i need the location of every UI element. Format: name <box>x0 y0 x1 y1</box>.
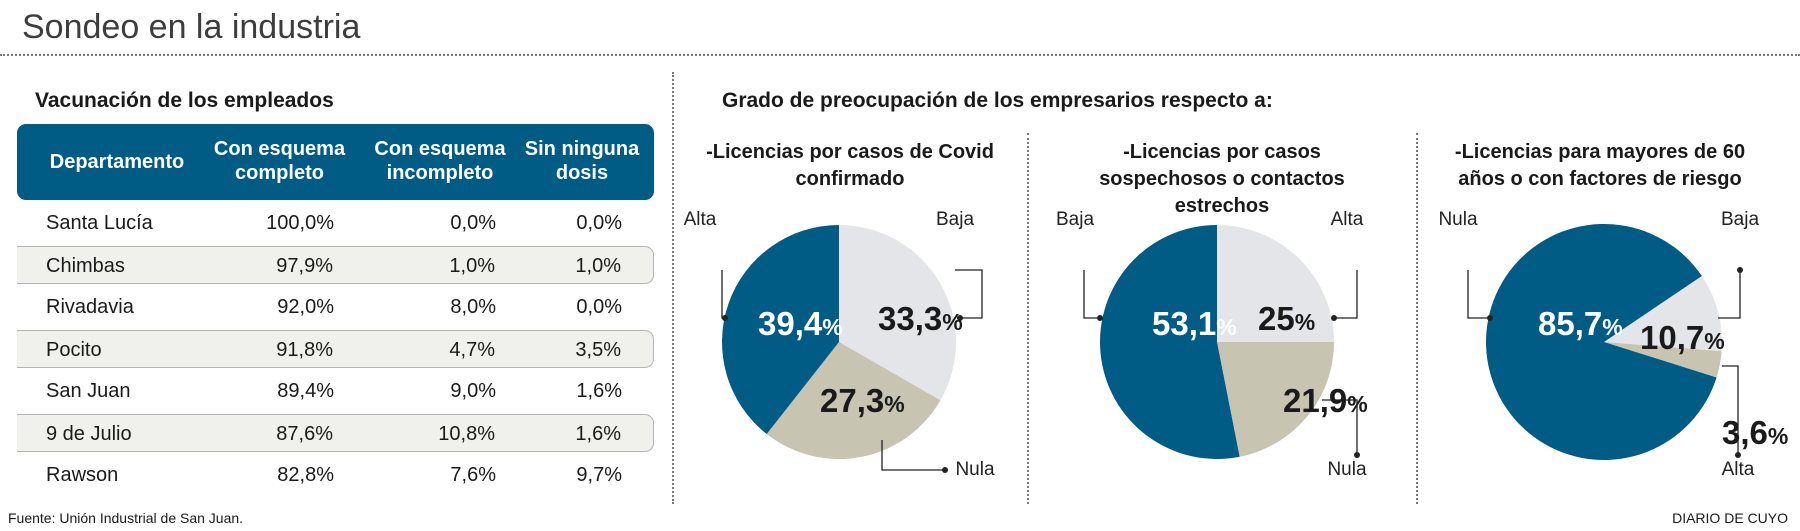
pie-slice-baja <box>1100 225 1240 459</box>
table-cell: 1,0% <box>575 255 621 277</box>
slice-value: 85,7% <box>1538 305 1623 342</box>
table-cell: 7,6% <box>450 464 496 486</box>
leader-line <box>721 270 725 319</box>
slice-value: 27,3% <box>820 382 905 419</box>
leader-line <box>881 440 945 471</box>
leader-dot <box>1354 452 1360 458</box>
leader-line <box>1467 270 1490 319</box>
table-cell: 91,8% <box>276 339 333 361</box>
leader-dot <box>1331 315 1337 321</box>
pie-slice-baja <box>1604 276 1722 352</box>
leader-line <box>1334 270 1358 319</box>
table-header: Departamento Con esquema completo Con es… <box>17 124 654 200</box>
leader-dot <box>722 315 728 321</box>
table-row: Chimbas 97,9% 1,0% 1,0% <box>17 246 654 284</box>
pie-title: -Licencias por casos de Covid confirmado <box>706 141 994 190</box>
leader-dot <box>1097 315 1103 321</box>
table-row: Pocito 91,8% 4,7% 3,5% <box>17 330 654 368</box>
slice-value: 39,4% <box>758 305 843 342</box>
table-cell: 8,0% <box>450 296 496 318</box>
pie-slice-baja <box>839 225 956 401</box>
table-cell: San Juan <box>46 380 131 402</box>
table-cell: 1,6% <box>575 423 621 445</box>
table-cell: 89,4% <box>277 380 334 402</box>
slice-value: 33,3% <box>878 300 963 337</box>
table-row: Rivadavia 92,0% 8,0% 0,0% <box>17 288 654 326</box>
leader-line <box>1722 365 1739 455</box>
table-cell: 4,7% <box>449 339 495 361</box>
table-cell: 1,6% <box>576 380 622 402</box>
table-row: 9 de Julio 87,6% 10,8% 1,6% <box>17 414 654 452</box>
slice-label: Baja <box>1721 209 1759 230</box>
table-cell: 0,0% <box>576 296 622 318</box>
table-cell: 0,0% <box>450 212 496 234</box>
divider <box>0 54 1800 56</box>
table-cell: 87,6% <box>276 423 333 445</box>
table-cell: 9,7% <box>576 464 622 486</box>
slice-label: Nula <box>955 459 995 480</box>
table-cell: 9 de Julio <box>46 423 132 445</box>
table-cell: Santa Lucía <box>46 212 153 234</box>
pie-slice-alta <box>1604 342 1722 378</box>
pies-title: Grado de preocupación de los empresarios… <box>722 89 1273 112</box>
page-title: Sondeo en la industria <box>22 8 361 46</box>
pie-title: -Licencias por casos sospechosos o conta… <box>1099 141 1345 217</box>
source: Fuente: Unión Industrial de San Juan. <box>8 510 244 526</box>
slice-value: 53,1% <box>1152 305 1237 342</box>
slice-value: 3,6% <box>1722 414 1788 451</box>
leader-dot <box>1735 452 1741 458</box>
pie-slice-nula <box>766 342 941 459</box>
slice-label: Alta <box>684 209 717 230</box>
col-header: Departamento <box>49 151 185 173</box>
table-cell: 92,0% <box>277 296 334 318</box>
pie-slice-alta <box>721 225 839 434</box>
divider <box>672 72 674 504</box>
table-cell: 82,8% <box>277 464 334 486</box>
table-cell: 97,9% <box>276 255 333 277</box>
table-cell: Pocito <box>46 339 102 361</box>
leader-dot <box>957 315 963 321</box>
leader-line <box>1718 270 1741 319</box>
table-row: Santa Lucía 100,0% 0,0% 0,0% <box>17 204 654 242</box>
table-cell: 0,0% <box>576 212 622 234</box>
pie-slice-nula <box>1217 342 1334 457</box>
col-header: Sin ninguna dosis <box>524 138 640 184</box>
table-cell: 10,8% <box>438 423 495 445</box>
leader-dot <box>1487 315 1493 321</box>
pie-title: -Licencias para mayores de 60 años o con… <box>1454 141 1746 190</box>
brand: DIARIO DE CUYO <box>1672 510 1788 526</box>
table-cell: Rivadavia <box>46 296 134 318</box>
slice-value: 25% <box>1258 300 1315 337</box>
table-row: San Juan 89,4% 9,0% 1,6% <box>17 372 654 410</box>
slice-value: 21,9% <box>1283 382 1368 419</box>
table-cell: Rawson <box>46 464 119 486</box>
table-cell: 9,0% <box>450 380 496 402</box>
slice-label: Baja <box>936 209 974 230</box>
table-title: Vacunación de los empleados <box>35 89 334 112</box>
col-header: Con esquema incompleto <box>374 138 506 184</box>
leader-line <box>955 269 983 319</box>
leader-line <box>1083 270 1100 319</box>
table-row: Rawson 82,8% 7,6% 9,7% <box>17 456 654 494</box>
slice-label: Nula <box>1327 459 1367 480</box>
pie-slice-nula <box>1486 224 1717 461</box>
leader-dot <box>942 467 948 473</box>
slice-label: Alta <box>1722 459 1755 480</box>
table-cell: 3,5% <box>575 339 621 361</box>
table-cell: Chimbas <box>46 255 125 277</box>
slice-label: Alta <box>1331 209 1364 230</box>
table-cell: 100,0% <box>266 212 334 234</box>
divider <box>1027 133 1029 504</box>
slice-label: Baja <box>1056 209 1094 230</box>
slice-label: Nula <box>1438 209 1478 230</box>
slice-value: 10,7% <box>1640 319 1725 356</box>
divider <box>1416 133 1418 504</box>
table-cell: 1,0% <box>449 255 495 277</box>
col-header: Con esquema completo <box>213 138 346 184</box>
pie-slice-alta <box>1217 225 1334 342</box>
leader-line <box>1322 399 1358 455</box>
leader-dot <box>1737 267 1743 273</box>
